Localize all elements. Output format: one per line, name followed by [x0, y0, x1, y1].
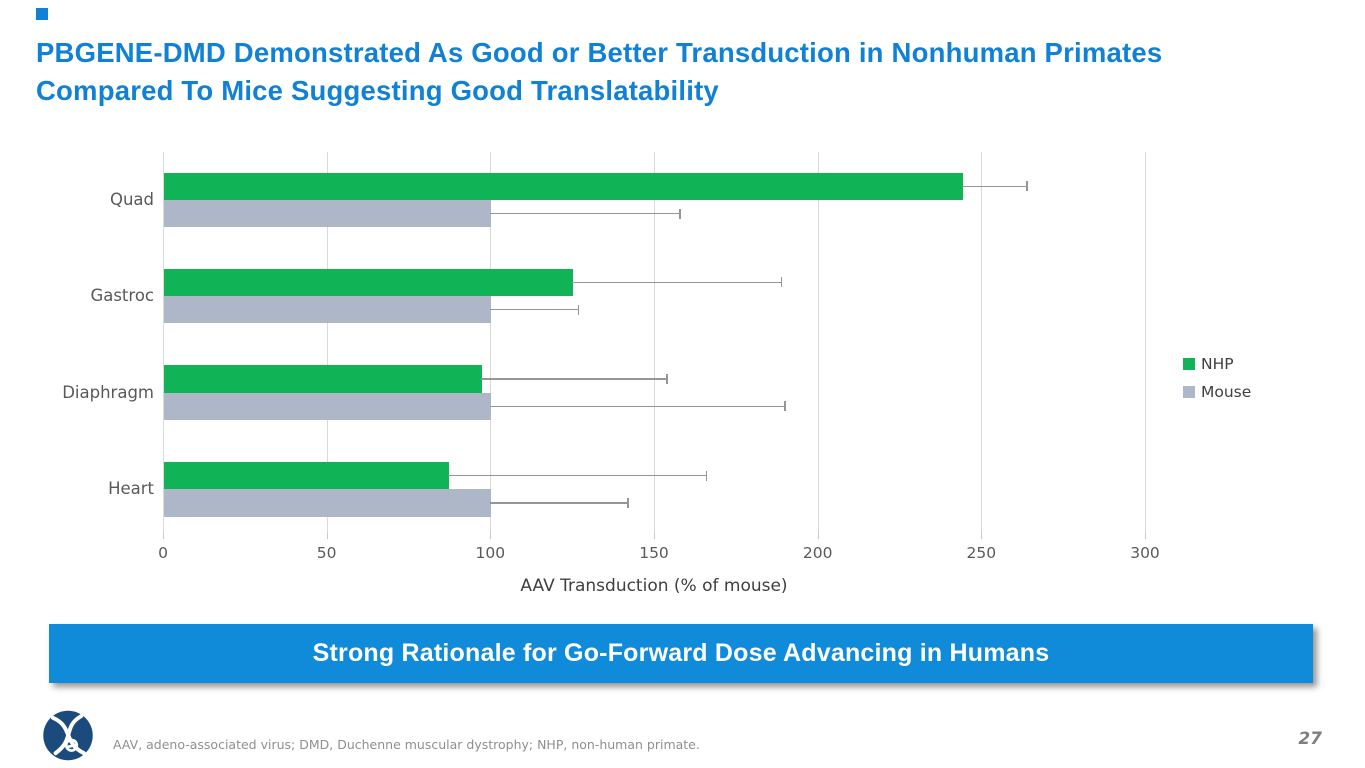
x-tick-0: 0 [158, 544, 168, 562]
category-label-diaphragm: Diaphragm [62, 382, 154, 402]
error-cap-mouse-quad [679, 208, 681, 219]
mouse-legend-swatch [1183, 386, 1195, 398]
bar-nhp-quad [164, 172, 963, 200]
nhp-legend-label: NHP [1201, 355, 1234, 373]
x-tick-50: 50 [316, 544, 337, 562]
gridline-300 [1145, 152, 1146, 533]
chart-legend: NHP Mouse [1183, 355, 1251, 411]
error-cap-nhp-quad [1026, 181, 1028, 192]
nhp-legend-swatch [1183, 358, 1195, 370]
error-bar-mouse-heart [490, 502, 628, 504]
gridline-200 [817, 152, 819, 533]
error-bar-nhp-quad [961, 185, 1028, 188]
gridline-50 [326, 152, 328, 533]
accent-square [36, 8, 48, 20]
error-bar-nhp-diaphragm [480, 378, 668, 380]
category-label-quad: Quad [109, 190, 154, 209]
bar-mouse-heart [164, 489, 492, 517]
bar-mouse-gastroc [164, 296, 492, 324]
gridline-100 [490, 152, 492, 533]
category-label-gastroc: Gastroc [90, 286, 154, 305]
error-bar-nhp-heart [447, 474, 707, 477]
gridline-150 [654, 152, 655, 533]
error-cap-mouse-diaphragm [784, 401, 786, 412]
tickmark-300 [1145, 533, 1146, 539]
error-cap-nhp-gastroc [780, 277, 783, 288]
tickmark-200 [817, 533, 819, 539]
x-tick-200: 200 [802, 544, 833, 562]
x-tick-300: 300 [1130, 544, 1160, 562]
error-cap-nhp-diaphragm [666, 373, 668, 384]
precision-biosciences-logo-icon [43, 710, 93, 761]
bar-nhp-diaphragm [164, 365, 482, 393]
legend-item-mouse: Mouse [1183, 383, 1251, 401]
x-tick-250: 250 [966, 544, 997, 562]
footnote: AAV, adeno-associated virus; DMD, Duchen… [113, 737, 700, 752]
error-bar-nhp-gastroc [572, 281, 782, 284]
page-number: 27 [1298, 729, 1322, 749]
gridline-250 [981, 152, 983, 533]
tickmark-100 [490, 533, 492, 539]
error-bar-mouse-diaphragm [490, 405, 785, 407]
tickmark-0 [163, 533, 164, 539]
category-label-heart: Heart [108, 479, 154, 499]
error-cap-nhp-heart [705, 470, 708, 481]
mouse-legend-label: Mouse [1201, 383, 1252, 401]
bar-nhp-gastroc [164, 268, 574, 296]
bar-mouse-quad [164, 200, 492, 228]
x-axis-title: AAV Transduction (% of mouse) [520, 576, 788, 596]
x-tick-150: 150 [639, 544, 669, 562]
tickmark-50 [326, 533, 328, 539]
banner-text: Strong Rationale for Go-Forward Dose Adv… [312, 639, 1050, 667]
error-cap-mouse-heart [627, 497, 629, 508]
bar-nhp-heart [164, 462, 449, 490]
slide-title: PBGENE-DMD Demonstrated As Good or Bette… [36, 37, 1163, 106]
tickmark-250 [981, 533, 983, 539]
legend-item-nhp: NHP [1183, 355, 1251, 373]
x-tick-100: 100 [475, 544, 506, 562]
error-bar-mouse-gastroc [490, 308, 579, 311]
error-bar-mouse-quad [490, 212, 681, 215]
bar-mouse-diaphragm [164, 392, 492, 420]
error-cap-mouse-gastroc [577, 304, 580, 315]
conclusion-banner: Strong Rationale for Go-Forward Dose Adv… [49, 624, 1313, 683]
gridline-0 [163, 152, 164, 533]
tickmark-150 [654, 533, 655, 539]
